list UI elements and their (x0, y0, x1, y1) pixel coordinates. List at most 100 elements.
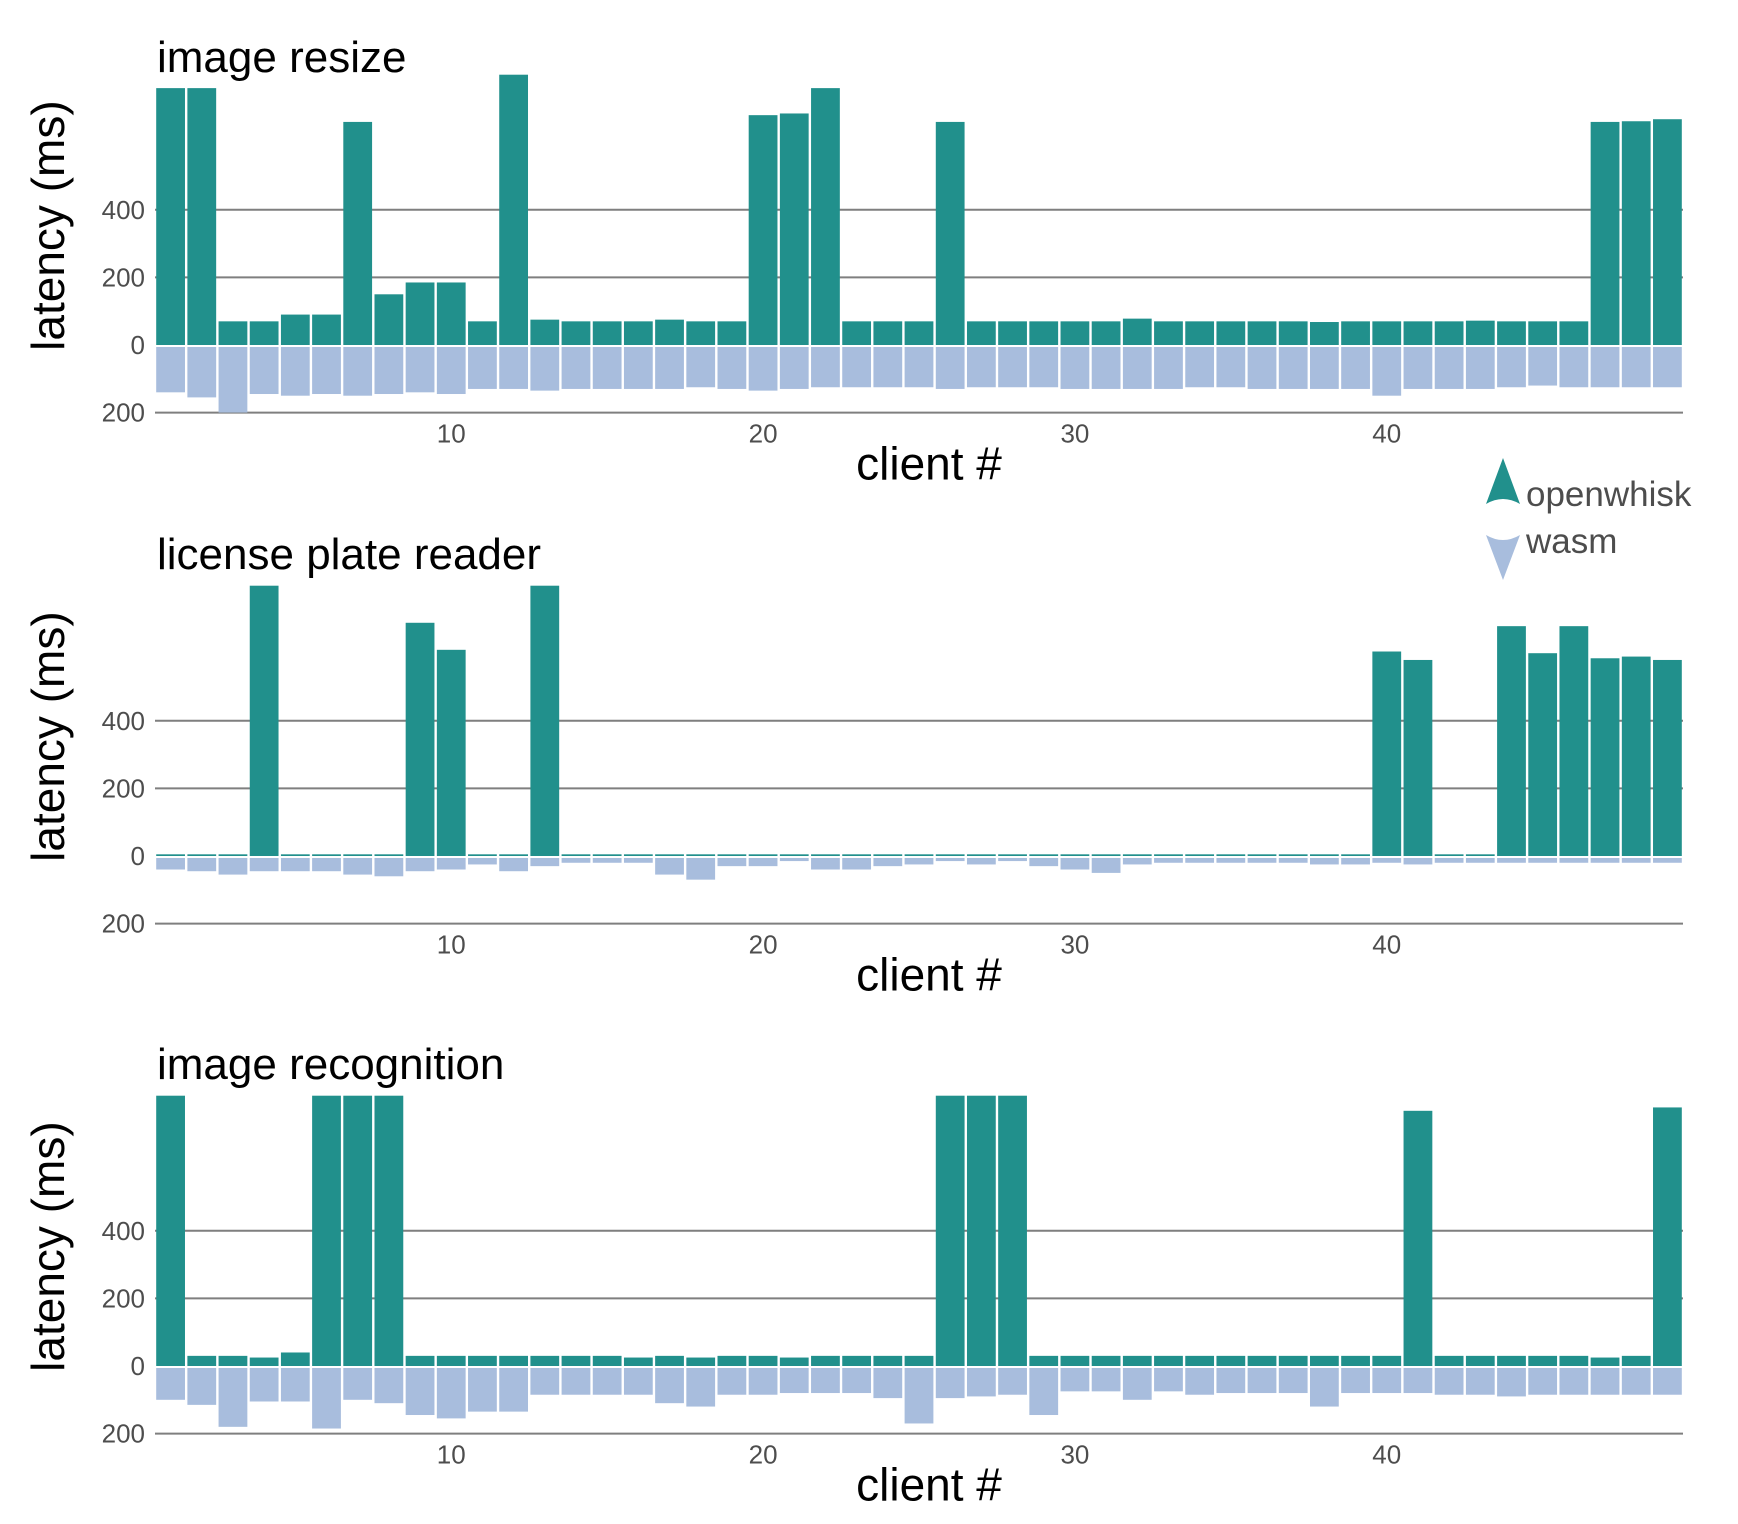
bar-openwhisk (218, 321, 248, 345)
bar-openwhisk (561, 1355, 591, 1366)
x-tick-label: 40 (1372, 419, 1401, 449)
bar-openwhisk (1497, 321, 1526, 345)
bar-openwhisk (499, 74, 529, 345)
bar-openwhisk (748, 1355, 778, 1366)
bar-wasm (717, 858, 747, 867)
bar-openwhisk (374, 294, 404, 345)
bar-wasm (499, 858, 529, 872)
bar-wasm (530, 1368, 560, 1395)
bar-wasm (904, 347, 934, 388)
bar-openwhisk (1309, 854, 1339, 856)
bar-openwhisk (842, 854, 872, 856)
bar-openwhisk (530, 1355, 560, 1366)
bar-openwhisk (468, 854, 497, 856)
bar-openwhisk (1278, 854, 1308, 856)
bar-wasm (249, 858, 279, 872)
bar-wasm (811, 1368, 840, 1394)
bar-openwhisk (655, 1355, 684, 1366)
bar-openwhisk (1403, 321, 1433, 345)
x-tick-label: 20 (749, 1440, 778, 1470)
bar-openwhisk (717, 854, 747, 856)
bar-wasm (1154, 1368, 1183, 1392)
panel-title: image resize (157, 33, 406, 82)
bar-openwhisk (748, 854, 778, 856)
bar-wasm (343, 347, 373, 396)
bar-openwhisk (405, 1355, 435, 1366)
bar-wasm (748, 1368, 778, 1395)
bar-wasm (1621, 1368, 1651, 1395)
bar-openwhisk (1091, 1355, 1121, 1366)
bar-wasm (187, 858, 217, 872)
bar-openwhisk (1091, 854, 1121, 856)
bar-wasm (1060, 1368, 1090, 1392)
bar-wasm (1403, 1368, 1433, 1394)
bar-wasm (592, 858, 622, 863)
x-tick-label: 20 (749, 419, 778, 449)
bar-wasm (1309, 858, 1339, 865)
bar-openwhisk (1122, 318, 1152, 345)
bar-wasm (717, 347, 747, 389)
bar-wasm (530, 858, 560, 867)
x-tick-label: 10 (437, 930, 466, 960)
bar-wasm (1528, 1368, 1558, 1395)
bar-wasm (1403, 858, 1433, 865)
bar-wasm (904, 1368, 934, 1424)
bar-wasm (998, 858, 1027, 862)
bar-wasm (343, 1368, 373, 1400)
bar-openwhisk (405, 282, 435, 345)
bar-openwhisk (280, 314, 310, 345)
bar-openwhisk (343, 1095, 373, 1366)
bar-wasm (655, 858, 684, 875)
bar-openwhisk (436, 1355, 466, 1366)
chart-panel-1: image resize 400 200 0 200 10 20 30 40 client # la… (22, 33, 1683, 490)
bar-openwhisk (1185, 854, 1215, 856)
bar-wasm (1216, 858, 1246, 863)
bar-wasm (592, 1368, 622, 1395)
bar-wasm (1309, 347, 1339, 389)
bar-wasm (436, 347, 466, 395)
bar-wasm (779, 858, 809, 862)
bar-wasm (1434, 858, 1464, 863)
bar-openwhisk (592, 321, 622, 345)
bars (156, 585, 1682, 880)
bar-openwhisk (873, 321, 903, 345)
bar-openwhisk (779, 1357, 809, 1366)
bar-wasm (156, 1368, 185, 1400)
bar-openwhisk (1247, 854, 1277, 856)
bar-wasm (1653, 858, 1682, 863)
bar-openwhisk (748, 115, 778, 345)
bar-wasm (1216, 347, 1246, 388)
bar-openwhisk (655, 319, 684, 345)
bar-openwhisk (468, 1355, 497, 1366)
bar-openwhisk (873, 1355, 903, 1366)
bar-wasm (1590, 1368, 1620, 1395)
bar-openwhisk (561, 854, 591, 856)
legend: openwhisk wasm (1486, 458, 1692, 580)
bar-openwhisk (1185, 1355, 1215, 1366)
bar-wasm (1278, 347, 1308, 389)
bar-wasm (1341, 1368, 1370, 1394)
bar-openwhisk (935, 854, 965, 856)
triangle-up-icon (1486, 458, 1520, 504)
y-tick-label: 200 (102, 262, 145, 292)
bar-openwhisk (280, 854, 310, 856)
bar-wasm (935, 347, 965, 389)
bar-wasm (1216, 1368, 1246, 1394)
bar-wasm (1278, 1368, 1308, 1394)
bar-openwhisk (1216, 854, 1246, 856)
bar-wasm (1029, 858, 1059, 867)
bar-wasm (935, 858, 965, 862)
bar-wasm (966, 1368, 996, 1397)
bar-openwhisk (436, 649, 466, 856)
bar-openwhisk (1621, 1355, 1651, 1366)
bar-openwhisk (1590, 1357, 1620, 1366)
bar-wasm (1154, 347, 1183, 389)
bar-wasm (374, 347, 404, 395)
bar-wasm (1341, 858, 1370, 865)
y-tick-label: 0 (131, 1351, 145, 1381)
bar-wasm (499, 347, 529, 389)
bar-openwhisk (187, 1355, 217, 1366)
bar-openwhisk (1465, 320, 1495, 345)
bar-wasm (1029, 347, 1059, 388)
bar-wasm (686, 347, 716, 388)
